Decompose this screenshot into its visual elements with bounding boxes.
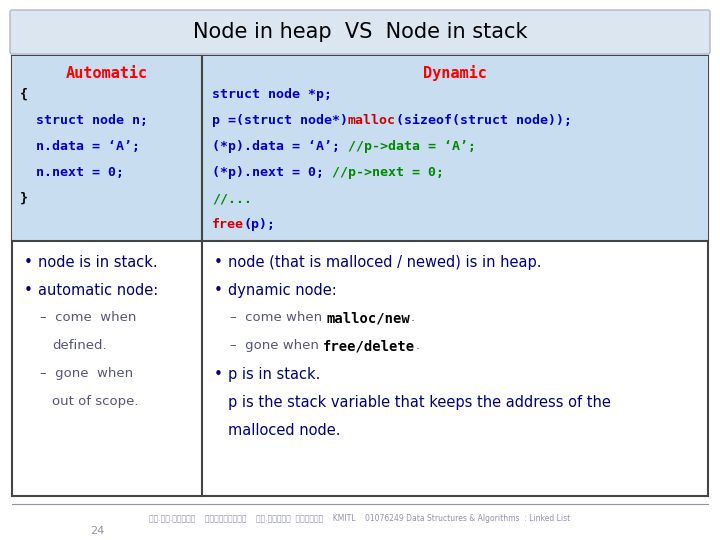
Text: node is in stack.: node is in stack. xyxy=(38,255,158,270)
Text: n.next = 0;: n.next = 0; xyxy=(20,166,124,179)
Text: {: { xyxy=(20,88,28,101)
Text: struct node n;: struct node n; xyxy=(20,114,148,127)
Text: malloc/new: malloc/new xyxy=(326,311,410,325)
Text: p =(struct node*): p =(struct node*) xyxy=(212,114,348,127)
Text: free/delete: free/delete xyxy=(323,339,415,353)
Text: รศ.ดร.บุญธร    เครือตราช    รศ.กฤตกน  ศลิบรณ    KMITL    01076249 Data Structure: รศ.ดร.บุญธร เครือตราช รศ.กฤตกน ศลิบรณ KM… xyxy=(149,514,571,523)
Text: Automatic: Automatic xyxy=(66,65,148,80)
Text: defined.: defined. xyxy=(52,339,107,352)
Text: (*p).next = 0;: (*p).next = 0; xyxy=(212,166,332,179)
Text: (p);: (p); xyxy=(244,218,276,231)
Text: automatic node:: automatic node: xyxy=(38,283,158,298)
Text: •: • xyxy=(24,255,33,270)
Bar xyxy=(12,56,202,241)
Text: •: • xyxy=(214,367,223,382)
Text: n.data = ‘A’;: n.data = ‘A’; xyxy=(20,140,140,153)
Text: malloc: malloc xyxy=(348,114,396,127)
Text: –  gone  when: – gone when xyxy=(40,367,133,380)
Text: free: free xyxy=(212,218,244,231)
Text: Node in heap  VS  Node in stack: Node in heap VS Node in stack xyxy=(193,22,527,42)
Text: struct node *p;: struct node *p; xyxy=(212,88,332,101)
Text: –  gone when: – gone when xyxy=(230,339,323,352)
Text: p is the stack variable that keeps the address of the: p is the stack variable that keeps the a… xyxy=(228,395,611,410)
FancyBboxPatch shape xyxy=(10,10,710,54)
Text: //p->next = 0;: //p->next = 0; xyxy=(332,166,444,179)
Text: node (that is malloced / newed) is in heap.: node (that is malloced / newed) is in he… xyxy=(228,255,541,270)
Text: •: • xyxy=(24,283,33,298)
Text: //p->data = ‘A’;: //p->data = ‘A’; xyxy=(348,140,476,153)
Text: dynamic node:: dynamic node: xyxy=(228,283,337,298)
Text: malloced node.: malloced node. xyxy=(228,423,341,438)
Text: –  come  when: – come when xyxy=(40,311,136,324)
Text: out of scope.: out of scope. xyxy=(52,395,138,408)
Text: .: . xyxy=(410,311,414,324)
Text: –  come when: – come when xyxy=(230,311,326,324)
Text: (*p).data = ‘A’;: (*p).data = ‘A’; xyxy=(212,140,348,153)
Text: Dynamic: Dynamic xyxy=(423,65,487,81)
Bar xyxy=(202,56,708,241)
Text: //...: //... xyxy=(212,192,252,205)
Bar xyxy=(12,56,708,496)
Text: (sizeof(struct node));: (sizeof(struct node)); xyxy=(396,114,572,127)
Text: •: • xyxy=(214,255,223,270)
Text: p is in stack.: p is in stack. xyxy=(228,367,320,382)
Text: .: . xyxy=(415,339,419,352)
Text: 24: 24 xyxy=(90,526,104,536)
Text: •: • xyxy=(214,283,223,298)
Text: }: } xyxy=(20,192,28,205)
